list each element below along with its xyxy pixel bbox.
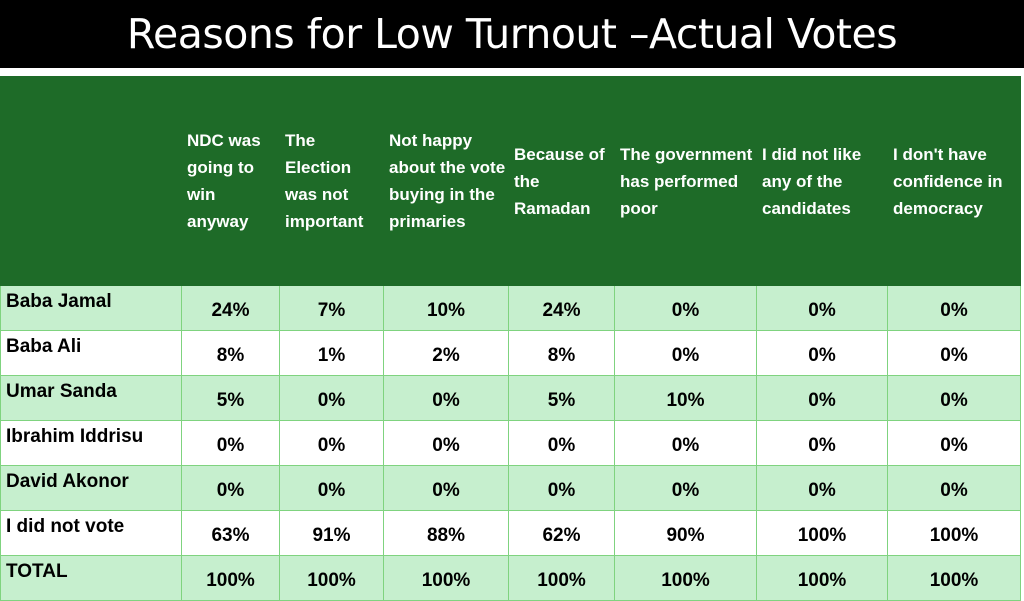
table-cell: 100% — [887, 555, 1021, 601]
table-cell: 100% — [508, 555, 615, 601]
table-cell: 0% — [279, 375, 384, 421]
column-header: The government has performed poor — [614, 76, 757, 286]
table-cell: 10% — [614, 375, 757, 421]
row-label: Baba Jamal — [0, 285, 182, 331]
slide-title: Reasons for Low Turnout –Actual Votes — [0, 0, 1024, 68]
table-cell: 24% — [508, 285, 615, 331]
table-row: Umar Sanda 5% 0% 0% 5% 10% 0% 0% — [0, 375, 1021, 421]
table-header-row: NDC was going to win anyway The Election… — [0, 76, 1021, 286]
column-header-corner — [0, 76, 182, 286]
column-header: I did not like any of the candidates — [756, 76, 888, 286]
table-cell: 8% — [181, 330, 280, 376]
table-cell: 100% — [756, 555, 888, 601]
table-row: Baba Ali 8% 1% 2% 8% 0% 0% 0% — [0, 330, 1021, 376]
table-cell: 7% — [279, 285, 384, 331]
table-cell: 0% — [756, 330, 888, 376]
table-cell: 10% — [383, 285, 509, 331]
table-cell: 0% — [614, 285, 757, 331]
table-cell: 0% — [887, 420, 1021, 466]
table-cell: 100% — [279, 555, 384, 601]
table-cell: 0% — [181, 420, 280, 466]
table-cell: 8% — [508, 330, 615, 376]
table-cell: 0% — [756, 420, 888, 466]
table-cell: 2% — [383, 330, 509, 376]
table-row: Ibrahim Iddrisu 0% 0% 0% 0% 0% 0% 0% — [0, 420, 1021, 466]
table-cell: 100% — [756, 510, 888, 556]
table-cell: 100% — [181, 555, 280, 601]
table-cell: 0% — [887, 285, 1021, 331]
table-row: David Akonor 0% 0% 0% 0% 0% 0% 0% — [0, 465, 1021, 511]
table-cell: 90% — [614, 510, 757, 556]
column-header: I don't have confidence in democracy — [887, 76, 1021, 286]
row-label: TOTAL — [0, 555, 182, 601]
table-cell: 0% — [756, 375, 888, 421]
table-cell: 0% — [508, 420, 615, 466]
table-cell: 0% — [383, 420, 509, 466]
table-total-row: TOTAL 100% 100% 100% 100% 100% 100% 100% — [0, 555, 1021, 601]
table-cell: 63% — [181, 510, 280, 556]
table-cell: 91% — [279, 510, 384, 556]
table-row: Baba Jamal 24% 7% 10% 24% 0% 0% 0% — [0, 285, 1021, 331]
table-cell: 0% — [614, 420, 757, 466]
table-cell: 62% — [508, 510, 615, 556]
table-cell: 0% — [887, 375, 1021, 421]
turnout-table: NDC was going to win anyway The Election… — [0, 76, 1021, 601]
table-cell: 0% — [383, 465, 509, 511]
column-header: The Election was not important — [279, 76, 384, 286]
table-cell: 88% — [383, 510, 509, 556]
table-cell: 0% — [508, 465, 615, 511]
column-header: Because of the Ramadan — [508, 76, 615, 286]
table-cell: 0% — [887, 330, 1021, 376]
table-cell: 1% — [279, 330, 384, 376]
table-cell: 0% — [756, 465, 888, 511]
row-label: Ibrahim Iddrisu — [0, 420, 182, 466]
table-cell: 0% — [614, 465, 757, 511]
column-header: NDC was going to win anyway — [181, 76, 280, 286]
column-header: Not happy about the vote buying in the p… — [383, 76, 509, 286]
table-cell: 0% — [614, 330, 757, 376]
row-label: David Akonor — [0, 465, 182, 511]
table-cell: 100% — [614, 555, 757, 601]
table-cell: 0% — [279, 420, 384, 466]
table-cell: 0% — [279, 465, 384, 511]
row-label: Umar Sanda — [0, 375, 182, 421]
table-row: I did not vote 63% 91% 88% 62% 90% 100% … — [0, 510, 1021, 556]
table-cell: 100% — [383, 555, 509, 601]
table-cell: 100% — [887, 510, 1021, 556]
table-cell: 0% — [383, 375, 509, 421]
row-label: Baba Ali — [0, 330, 182, 376]
table-cell: 5% — [181, 375, 280, 421]
table-cell: 0% — [181, 465, 280, 511]
table-cell: 5% — [508, 375, 615, 421]
table-cell: 24% — [181, 285, 280, 331]
table-cell: 0% — [887, 465, 1021, 511]
row-label: I did not vote — [0, 510, 182, 556]
table-cell: 0% — [756, 285, 888, 331]
